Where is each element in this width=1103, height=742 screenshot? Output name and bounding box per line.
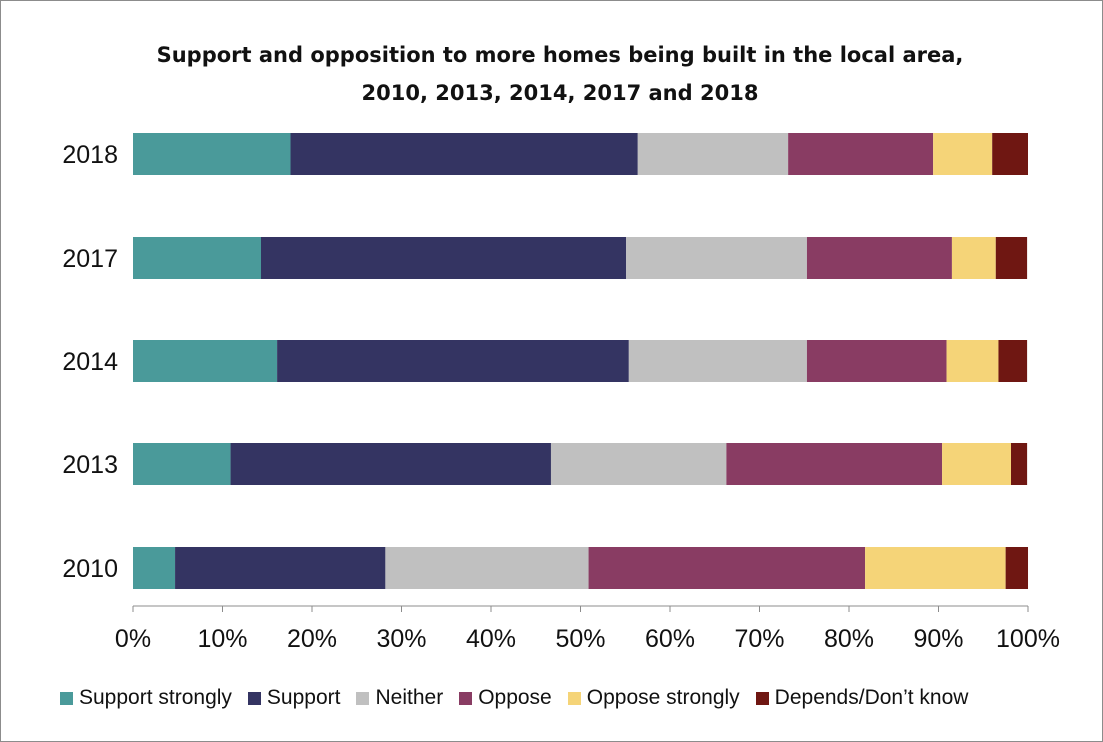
legend-item: Neither: [356, 686, 443, 710]
bar-segment-2013-oppose-strongly: [942, 443, 1011, 485]
bar-segment-2017-neither: [626, 237, 807, 279]
bar-segment-2010-support: [175, 547, 386, 589]
legend-label: Oppose: [478, 686, 552, 709]
legend-item: Depends/Don’t know: [755, 686, 969, 710]
bar-segment-2018-oppose-strongly: [933, 133, 993, 175]
x-tick-label: 60%: [645, 625, 695, 653]
bar-segment-2017-support-strongly: [133, 237, 261, 279]
y-tick-label: 2017: [62, 245, 118, 273]
legend-swatch: [459, 691, 473, 705]
x-tick-label: 90%: [913, 625, 963, 653]
bar-segment-2010-oppose: [588, 547, 866, 589]
x-tick-label: 10%: [197, 625, 247, 653]
x-tick-label: 20%: [287, 625, 337, 653]
bar-segment-2014-oppose-strongly: [946, 340, 999, 382]
bar-segment-2014-support-strongly: [133, 340, 278, 382]
bar-segment-2018-depends-don-t-know: [992, 133, 1028, 175]
y-tick-label: 2018: [62, 141, 118, 169]
bar-segment-2013-oppose: [726, 443, 943, 485]
legend: Support strongly Support Neither Oppose Oppo…: [60, 686, 1070, 710]
legend-swatch: [60, 691, 73, 705]
bar-segment-2018-support-strongly: [133, 133, 291, 175]
legend-item: Support: [247, 686, 341, 710]
legend-swatch: [755, 691, 769, 705]
x-tick-label: 0%: [115, 625, 151, 653]
bar-segment-2017-support: [260, 237, 627, 279]
x-tick-label: 70%: [734, 625, 784, 653]
legend-label: Depends/Don’t know: [774, 686, 969, 709]
legend-label: Oppose strongly: [586, 686, 740, 709]
bar-segment-2014-oppose: [806, 340, 947, 382]
bar-segment-2017-depends-don-t-know: [995, 237, 1028, 279]
legend-item: Support strongly: [60, 686, 232, 710]
y-axis-tick-labels: 2018 2017 2014 2013 2010: [62, 141, 118, 583]
x-tick-label: 50%: [555, 625, 605, 653]
x-tick-label: 100%: [996, 625, 1060, 653]
bar-segment-2013-support-strongly: [133, 443, 231, 485]
legend-label: Support: [266, 686, 341, 709]
bar-segment-2010-depends-don-t-know: [1005, 547, 1029, 589]
bar-segment-2010-neither: [385, 547, 589, 589]
legend-item: Oppose strongly: [567, 686, 740, 710]
legend-swatch: [247, 691, 261, 705]
bar-segment-2013-depends-don-t-know: [1011, 443, 1028, 485]
bar-segment-2014-neither: [628, 340, 807, 382]
bars-group: [133, 133, 1029, 589]
legend-label: Support strongly: [79, 686, 232, 709]
bar-segment-2013-neither: [550, 443, 727, 485]
bar-segment-2010-oppose-strongly: [865, 547, 1006, 589]
chart-title-line-1: Support and opposition to more homes bei…: [156, 43, 964, 67]
legend-label: Neither: [375, 686, 444, 709]
bar-segment-2018-support: [290, 133, 638, 175]
bar-segment-2017-oppose-strongly: [951, 237, 996, 279]
legend-item: Oppose: [459, 686, 552, 710]
y-tick-label: 2010: [62, 555, 118, 583]
bar-segment-2010-support-strongly: [133, 547, 176, 589]
legend-swatch: [567, 691, 581, 705]
bar-segment-2018-neither: [637, 133, 789, 175]
bar-segment-2017-oppose: [806, 237, 952, 279]
bar-segment-2013-support: [230, 443, 551, 485]
x-axis: 0% 10% 20% 30% 40% 50% 60% 70% 80% 90% 100%: [115, 605, 1060, 653]
x-tick-label: 30%: [376, 625, 426, 653]
y-tick-label: 2014: [62, 348, 118, 376]
bar-segment-2014-depends-don-t-know: [998, 340, 1028, 382]
chart-title-line-2: 2010, 2013, 2014, 2017 and 2018: [361, 81, 759, 105]
x-tick-label: 80%: [824, 625, 874, 653]
legend-swatch: [356, 691, 370, 705]
bar-segment-2018-oppose: [788, 133, 934, 175]
bar-segment-2014-support: [277, 340, 629, 382]
x-tick-label: 40%: [466, 625, 516, 653]
y-tick-label: 2013: [62, 451, 118, 479]
chart-title: Support and opposition to more homes bei…: [60, 36, 1060, 112]
